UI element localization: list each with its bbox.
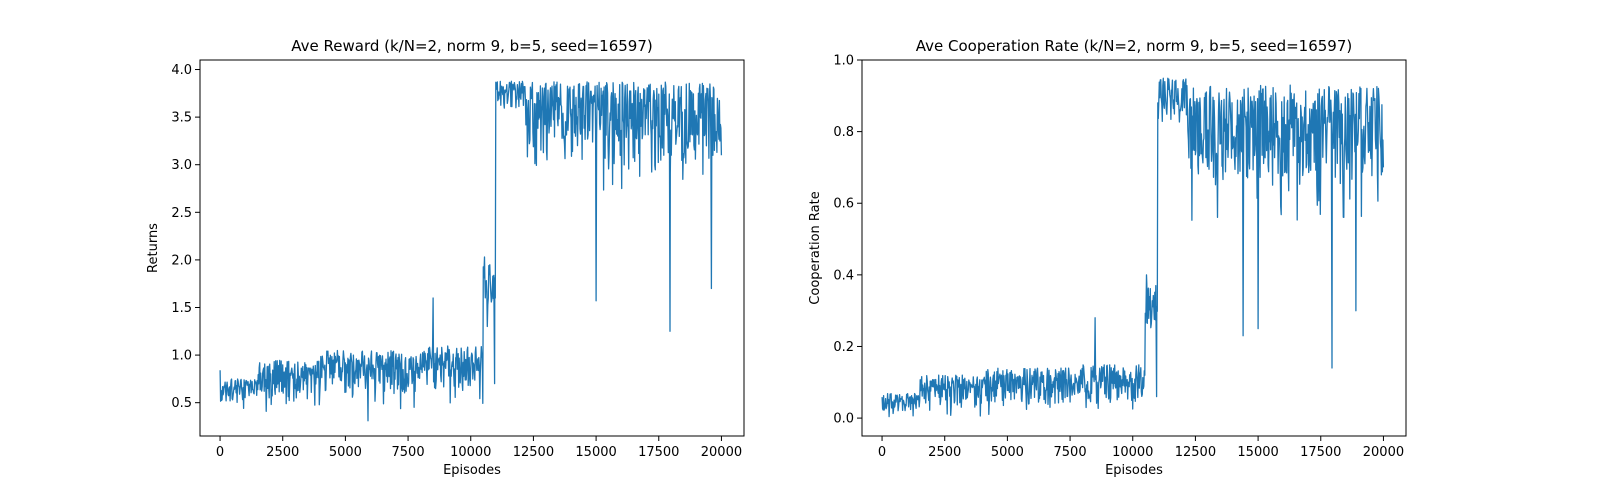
- x-tick-label: 15000: [575, 445, 616, 460]
- y-axis-ticks: 0.0 0.2 0.4 0.6 0.8 1.0: [833, 54, 862, 427]
- y-tick-label: 1.5: [171, 301, 192, 316]
- x-tick-label: 20000: [1363, 445, 1404, 460]
- x-tick-label: 5000: [329, 445, 362, 460]
- y-tick-label: 1.0: [833, 54, 854, 69]
- y-tick-label: 0.6: [833, 197, 854, 212]
- x-tick-label: 0: [878, 445, 886, 460]
- y-axis-ticks: 0.5 1.0 1.5 2.0 2.5 3.0 3.5 4.0: [171, 63, 200, 411]
- y-axis-label: Cooperation Rate: [808, 191, 823, 304]
- y-tick-label: 3.0: [171, 158, 192, 173]
- series-line: [881, 77, 1385, 418]
- x-tick-label: 7500: [1054, 445, 1087, 460]
- cooperation-series: [881, 77, 1385, 418]
- x-tick-label: 17500: [1300, 445, 1341, 460]
- x-tick-label: 5000: [991, 445, 1024, 460]
- x-tick-label: 2500: [266, 445, 299, 460]
- reward-chart: Ave Reward (k/N=2, norm 9, b=5, seed=165…: [146, 37, 745, 478]
- x-axis-label: Episodes: [1105, 463, 1163, 478]
- x-tick-label: 10000: [450, 445, 491, 460]
- axes-frame: [861, 59, 1407, 437]
- y-tick-label: 1.0: [171, 349, 192, 364]
- x-tick-label: 20000: [701, 445, 742, 460]
- chart-title: Ave Reward (k/N=2, norm 9, b=5, seed=165…: [291, 37, 653, 55]
- x-tick-label: 7500: [392, 445, 425, 460]
- y-tick-label: 0.2: [833, 340, 854, 355]
- x-tick-label: 17500: [638, 445, 679, 460]
- y-tick-label: 2.0: [171, 253, 192, 268]
- y-axis-label: Returns: [146, 223, 161, 273]
- cooperation-rate-chart: Ave Cooperation Rate (k/N=2, norm 9, b=5…: [808, 37, 1407, 478]
- reward-series: [219, 80, 723, 422]
- x-tick-label: 12500: [513, 445, 554, 460]
- y-tick-label: 4.0: [171, 63, 192, 78]
- x-tick-label: 0: [216, 445, 224, 460]
- chart-title: Ave Cooperation Rate (k/N=2, norm 9, b=5…: [916, 37, 1352, 55]
- axes-frame: [199, 59, 745, 437]
- series-line: [219, 80, 723, 422]
- y-tick-label: 3.5: [171, 111, 192, 126]
- y-tick-label: 0.0: [833, 412, 854, 427]
- x-axis-label: Episodes: [443, 463, 501, 478]
- x-tick-label: 12500: [1175, 445, 1216, 460]
- y-tick-label: 2.5: [171, 206, 192, 221]
- y-tick-label: 0.4: [833, 268, 854, 283]
- x-axis-ticks: 0 2500 5000 7500 10000 12500 15000 17500 20000: [216, 436, 742, 460]
- x-axis-ticks: 0 2500 5000 7500 10000 12500 15000 17500 20000: [878, 436, 1404, 460]
- y-tick-label: 0.8: [833, 125, 854, 140]
- x-tick-label: 10000: [1112, 445, 1153, 460]
- x-tick-label: 15000: [1237, 445, 1278, 460]
- y-tick-label: 0.5: [171, 396, 192, 411]
- x-tick-label: 2500: [928, 445, 961, 460]
